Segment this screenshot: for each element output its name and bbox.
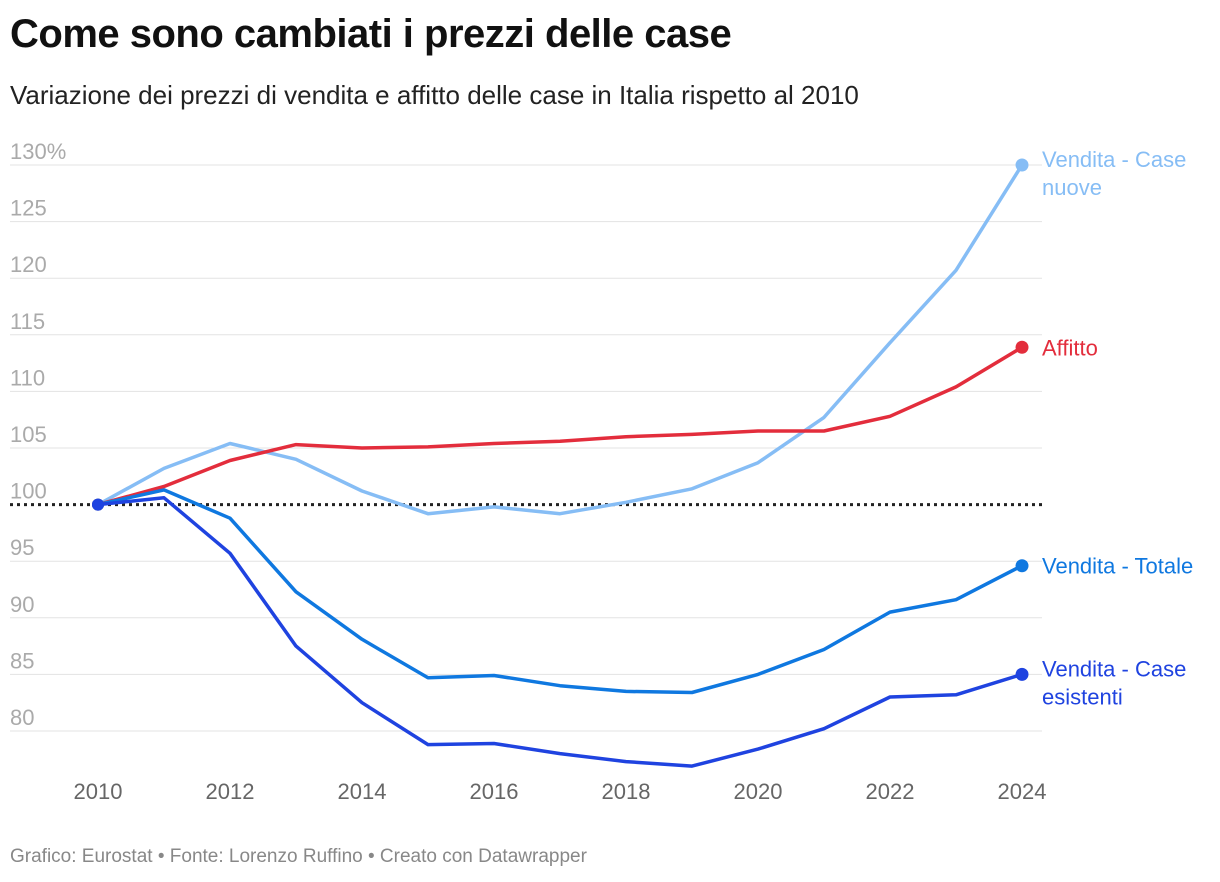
series-line-3 xyxy=(96,496,1024,768)
x-tick-label: 2012 xyxy=(206,779,255,804)
series-line-2 xyxy=(96,488,1024,695)
series-label-1: Affitto xyxy=(1042,335,1098,360)
x-axis-ticks: 2010 2012 2014 2016 2018 2020 2022 2024 xyxy=(74,779,1047,804)
x-tick-label: 2024 xyxy=(998,779,1047,804)
x-tick-label: 2014 xyxy=(338,779,387,804)
x-tick-label: 2022 xyxy=(866,779,915,804)
y-tick-label: 105 xyxy=(10,422,47,447)
chart-footer: Grafico: Eurostat • Fonte: Lorenzo Ruffi… xyxy=(10,846,587,867)
series-end-point-2 xyxy=(1015,559,1029,573)
y-tick-label: 115 xyxy=(10,309,45,334)
series-line-1 xyxy=(96,345,1024,507)
y-tick-label: 100 xyxy=(10,479,47,504)
series-end-point-1 xyxy=(1015,340,1029,354)
chart-title: Come sono cambiati i prezzi delle case xyxy=(10,12,732,56)
gridlines xyxy=(10,164,1042,732)
y-tick-label: 85 xyxy=(10,648,34,673)
series-line-0 xyxy=(96,163,1024,516)
y-tick-label: 80 xyxy=(10,705,34,730)
y-tick-label: 125 xyxy=(10,196,47,221)
series-start-point-3 xyxy=(92,498,104,511)
y-tick-label: 95 xyxy=(10,535,34,560)
series-label-2: Vendita - Totale xyxy=(1042,554,1193,579)
x-tick-label: 2010 xyxy=(74,779,123,804)
y-tick-label: 120 xyxy=(10,252,47,277)
y-tick-label: 110 xyxy=(10,365,45,390)
series-label-3: Vendita - Case esistenti xyxy=(1042,656,1186,709)
series-labels: Vendita - Case nuove Affitto Vendita - Tota… xyxy=(1042,147,1193,709)
y-tick-label: 90 xyxy=(10,592,34,617)
x-tick-label: 2016 xyxy=(470,779,519,804)
series-end-point-3 xyxy=(1015,667,1029,681)
series-lines xyxy=(92,158,1029,768)
x-tick-label: 2018 xyxy=(602,779,651,804)
y-tick-label: 130% xyxy=(10,139,66,164)
x-tick-label: 2020 xyxy=(734,779,783,804)
series-end-point-0 xyxy=(1015,158,1029,172)
chart-subtitle: Variazione dei prezzi di vendita e affit… xyxy=(10,80,859,110)
series-label-0: Vendita - Case nuove xyxy=(1042,147,1186,200)
y-axis-ticks: 80 85 90 95 100 105 110 115 120 125 130% xyxy=(10,139,66,730)
